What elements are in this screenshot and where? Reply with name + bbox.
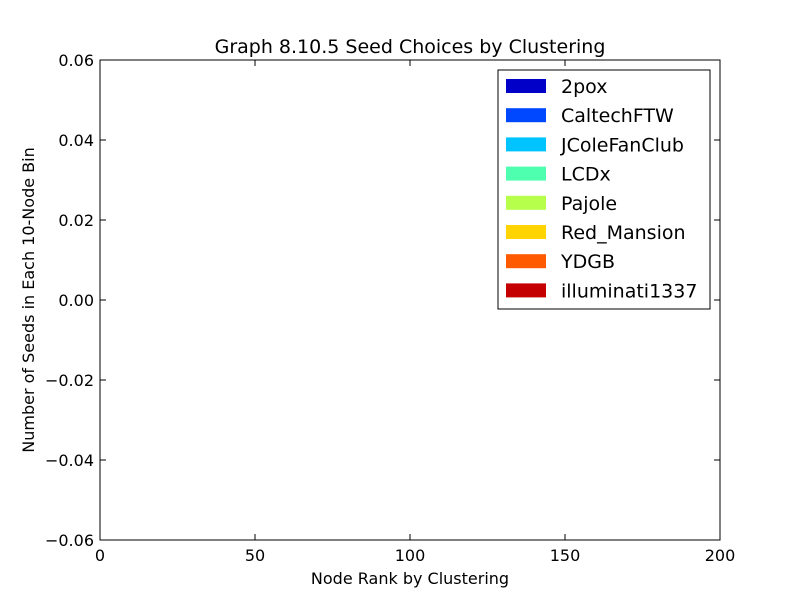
y-tick-label: 0.04 [58,131,94,150]
legend-label: 2pox [561,76,607,98]
legend-swatch [506,254,546,269]
x-axis-label: Node Rank by Clustering [311,569,509,588]
legend-label: LCDx [561,164,611,186]
legend-swatch [506,283,546,298]
legend-label: illuminati1337 [561,280,697,302]
x-tick-label: 0 [95,546,105,565]
legend-swatch [506,108,546,123]
legend: 2pox CaltechFTW JColeFanClub LCDx Pajole Red_… [497,69,711,310]
y-axis-label: Number of Seeds in Each 10-Node Bin [19,147,38,452]
y-tick-label: 0.06 [58,51,94,70]
legend-swatch [506,137,546,152]
legend-swatch [506,166,546,181]
y-tick-label: −0.04 [45,451,94,470]
legend-swatch [506,79,546,93]
y-axis: −0.06 −0.04 −0.02 0.00 0.02 0.04 0.06 [45,51,720,550]
y-tick-label: −0.02 [45,371,94,390]
x-tick-label: 100 [395,546,426,565]
x-axis: 0 50 100 150 200 [95,60,735,565]
y-tick-label: 0.00 [58,291,94,310]
legend-swatch [506,225,546,239]
legend-label: Pajole [561,193,617,215]
x-tick-label: 200 [705,546,736,565]
legend-label: CaltechFTW [561,105,674,127]
legend-label: Red_Mansion [561,222,686,244]
x-tick-label: 50 [245,546,265,565]
legend-swatch [506,195,546,210]
chart-title: Graph 8.10.5 Seed Choices by Clustering [215,36,606,58]
x-tick-label: 150 [550,546,581,565]
legend-label: YDGB [560,251,615,273]
legend-label: JColeFanClub [560,134,684,156]
y-tick-label: −0.06 [45,531,94,550]
y-tick-label: 0.02 [58,211,94,230]
